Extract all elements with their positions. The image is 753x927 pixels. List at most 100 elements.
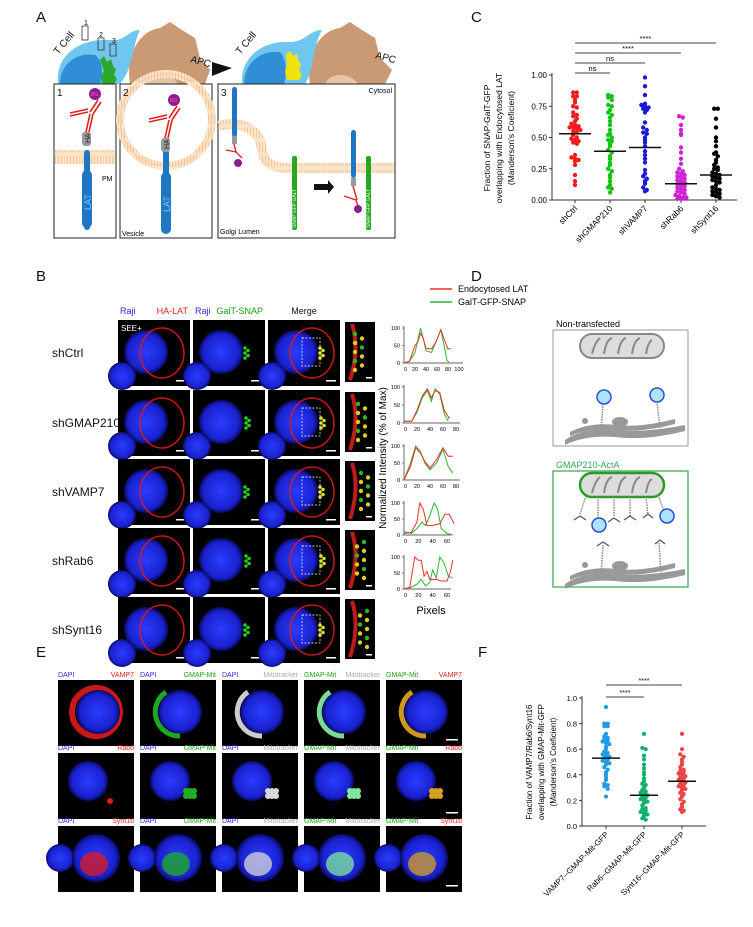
inset-zoom: [345, 599, 375, 659]
arrow-icon: [314, 180, 334, 194]
data-point: [683, 786, 688, 791]
data-point: [681, 754, 686, 759]
column-header-merge: Merge: [291, 306, 317, 316]
micrograph: [140, 753, 216, 819]
snap-gfp-galt-protein: [366, 156, 371, 230]
data-point: [572, 97, 578, 103]
antibody: [343, 185, 359, 207]
data-point: [576, 157, 581, 163]
x-tick-label: 40: [430, 539, 436, 545]
channel-label-gmap-mit: GMAP-Mit: [386, 818, 418, 825]
data-point: [642, 160, 648, 165]
x-tick-label: 40: [427, 484, 433, 490]
y-tick-label: 50: [394, 571, 400, 577]
data-point: [642, 167, 648, 173]
significance-label: ns: [606, 54, 614, 63]
category-label: shVAMP7: [616, 203, 650, 237]
data-point: [609, 186, 614, 191]
box-number: 3: [112, 38, 116, 45]
channel-label-rab6: Rab6: [117, 745, 134, 752]
data-point: [569, 136, 574, 141]
data-point: [607, 127, 613, 133]
box-number: 2: [99, 32, 103, 39]
data-point: [678, 131, 684, 136]
micrograph: [258, 528, 340, 598]
data-point: [713, 157, 719, 163]
zoom-box-2: [97, 37, 105, 51]
data-point: [644, 131, 649, 136]
channel-label-dapi: DAPI: [58, 818, 74, 825]
data-point: [571, 110, 576, 115]
data-point: [684, 195, 689, 200]
x-tick-label: 0: [404, 593, 407, 599]
data-point: [641, 185, 646, 190]
ha-label: HA: [85, 133, 92, 143]
data-point: [681, 808, 686, 813]
data-point: [682, 176, 687, 181]
data-point: [605, 735, 610, 740]
channel-label-gmap-mit: GMAP-Mit: [184, 672, 216, 679]
endocytosed-lat-line: [403, 501, 455, 534]
micrograph: [183, 320, 265, 390]
channel-label-mitotracker: Mitotracker: [345, 745, 380, 752]
data-point: [574, 112, 579, 118]
x-tick-label: 80: [453, 427, 459, 433]
data-point: [681, 791, 686, 797]
x-tick-label: 100: [454, 367, 463, 373]
micrograph: [304, 680, 380, 746]
channel-label-mitotracker: Mitotracker: [263, 672, 298, 679]
y-tick-label: 0.50: [531, 134, 547, 143]
galt-line: [403, 445, 454, 481]
data-point: [641, 753, 647, 758]
y-tick-label: 100: [391, 385, 400, 391]
data-point: [642, 75, 648, 80]
gmap210-tethers: [579, 494, 665, 519]
data-point: [678, 179, 684, 184]
y-axis-label: overlapping with GMAP-Mit-GFP: [537, 704, 546, 820]
data-point: [641, 125, 646, 130]
vesicle-icon: [591, 517, 607, 533]
y-tick-label: 0.4: [567, 771, 577, 780]
intensity-profile-plot: 0 50 100 0 20 40 60: [391, 555, 454, 599]
data-point: [710, 189, 715, 194]
golgi-lumen-label: Golgi Lumen: [220, 229, 260, 236]
channel-label-dapi: DAPI: [58, 745, 74, 752]
legend-endocytosed-lat: Endocytosed LAT: [458, 284, 529, 294]
data-point: [605, 721, 610, 726]
scale-bar: [176, 380, 186, 382]
intensity-profile-plot: 0 50 100 0 20 40 60 80: [391, 385, 460, 433]
micrograph: [292, 826, 380, 892]
channel-label-mitotracker: Mitotracker: [263, 818, 298, 825]
data-point: [643, 789, 648, 794]
data-point: [683, 773, 688, 779]
scale-bar: [251, 380, 261, 382]
data-point: [642, 152, 648, 158]
y-axis-label: (Manderson's Coeficient): [549, 717, 558, 806]
antibody: [148, 105, 181, 139]
data-point: [717, 187, 722, 193]
mitochondrion-coated: [578, 471, 666, 499]
data-point: [607, 119, 613, 124]
data-point: [609, 104, 614, 109]
data-point: [641, 731, 647, 736]
data-point: [578, 127, 583, 133]
scale-bar: [446, 739, 458, 741]
data-point: [678, 768, 683, 774]
channel-label-gmap-mit: GMAP-Mit: [304, 818, 336, 825]
row-label-shrab6: shRab6: [52, 554, 94, 568]
data-point: [607, 131, 613, 136]
data-point: [677, 114, 682, 119]
channel-label-dapi: DAPI: [140, 745, 156, 752]
data-point: [607, 160, 613, 165]
data-point: [644, 127, 649, 133]
data-point: [643, 805, 648, 811]
panel-d-schematic: Non-transfected GMAP210-ActA: [552, 319, 689, 589]
channel-label-dapi: DAPI: [222, 818, 238, 825]
data-point: [717, 176, 722, 181]
scale-bar: [251, 519, 261, 521]
tether-tips: [573, 513, 654, 523]
vesicle-icon: [649, 387, 665, 403]
channel-label-gmap-mit: GMAP-Mit: [386, 745, 418, 752]
y-tick-label: 50: [394, 403, 400, 409]
